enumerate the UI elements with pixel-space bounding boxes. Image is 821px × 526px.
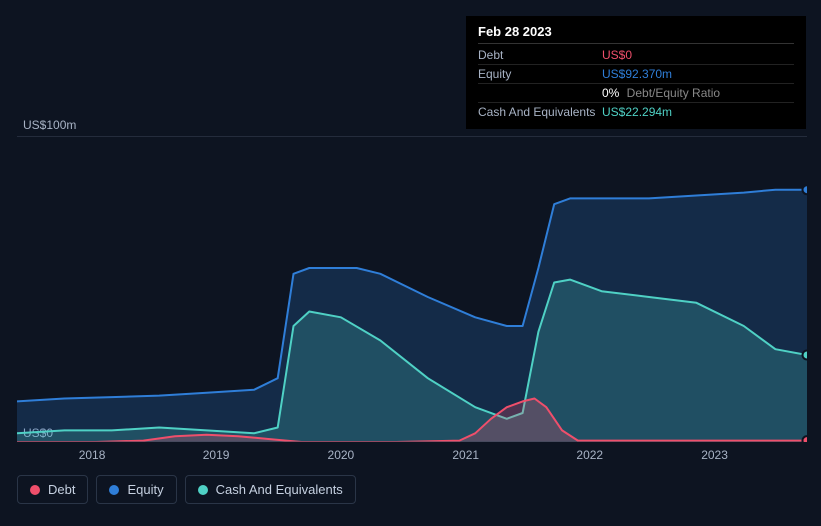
x-axis-labels: 2018 2019 2020 2021 2022 2023 [17, 448, 807, 468]
tooltip-row-label: Equity [478, 67, 602, 81]
legend-swatch [109, 485, 119, 495]
chart-plot [17, 136, 807, 442]
x-axis-label: 2020 [328, 448, 355, 462]
tooltip-row-value: US$0 [602, 48, 632, 62]
x-axis-label: 2019 [203, 448, 230, 462]
tooltip-row-value: US$92.370m [602, 67, 672, 81]
chart-legend: Debt Equity Cash And Equivalents [17, 475, 356, 504]
tooltip-row: 0% Debt/Equity Ratio [478, 84, 794, 103]
legend-item-debt[interactable]: Debt [17, 475, 88, 504]
legend-item-cash-and-equivalents[interactable]: Cash And Equivalents [185, 475, 356, 504]
financial-chart: US$100m US$0 201820192020202120222023 De… [17, 120, 807, 480]
series-end-marker-equity [803, 185, 808, 194]
tooltip-row-value: US$22.294m [602, 105, 672, 119]
x-axis-label: 2021 [452, 448, 479, 462]
x-axis-label: 2023 [701, 448, 728, 462]
tooltip-row-secondary: Debt/Equity Ratio [623, 86, 720, 100]
tooltip-row-label: Debt [478, 48, 602, 62]
x-axis-label: 2022 [576, 448, 603, 462]
tooltip-date: Feb 28 2023 [478, 24, 794, 44]
tooltip-row: Cash And EquivalentsUS$22.294m [478, 103, 794, 121]
tooltip-row-label: Cash And Equivalents [478, 105, 602, 119]
tooltip-row: DebtUS$0 [478, 46, 794, 65]
tooltip-row-value: 0% Debt/Equity Ratio [602, 86, 720, 100]
legend-item-equity[interactable]: Equity [96, 475, 176, 504]
series-end-marker-debt [803, 436, 808, 442]
y-axis-max-label: US$100m [23, 118, 76, 132]
series-end-marker-cash-and-equivalents [803, 351, 808, 360]
x-axis-label: 2018 [79, 448, 106, 462]
legend-label: Equity [127, 482, 163, 497]
tooltip-row-label [478, 86, 602, 100]
legend-label: Debt [48, 482, 75, 497]
tooltip-row: EquityUS$92.370m [478, 65, 794, 84]
legend-swatch [198, 485, 208, 495]
chart-tooltip: Feb 28 2023 DebtUS$0EquityUS$92.370m0% D… [466, 16, 806, 129]
legend-label: Cash And Equivalents [216, 482, 343, 497]
legend-swatch [30, 485, 40, 495]
